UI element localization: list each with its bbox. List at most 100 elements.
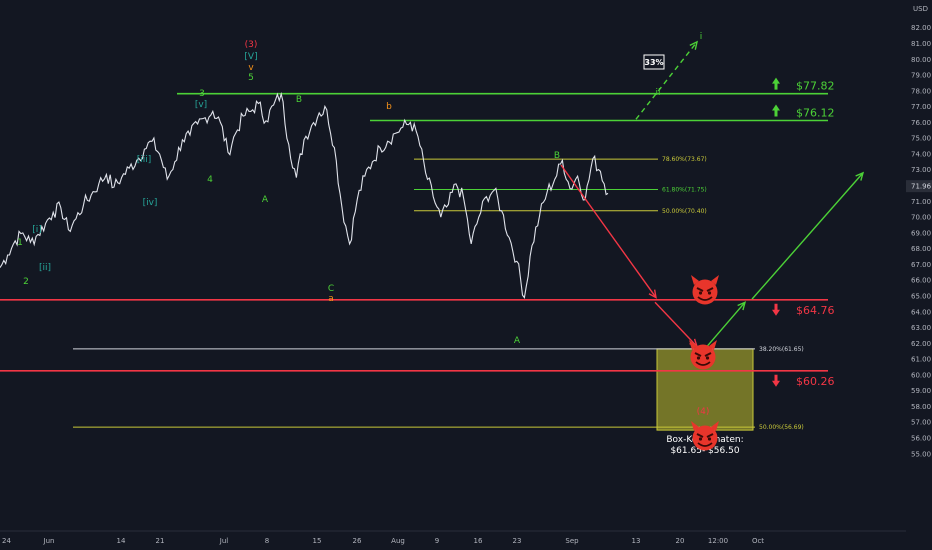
y-tick-label: 79.00 (911, 72, 931, 80)
arrow-up-icon (772, 77, 780, 90)
x-tick-label: Aug (391, 537, 405, 545)
last-price-label: 71.96 (911, 183, 932, 191)
projection-up-1-head (737, 301, 747, 311)
projection-up-2 (751, 172, 864, 300)
arrow-up-icon (772, 104, 780, 117)
y-tick-label: 77.00 (911, 103, 931, 111)
y-tick-label: 76.00 (911, 119, 931, 127)
x-tick-label: 24 (2, 537, 11, 545)
y-tick-label: 57.00 (911, 419, 931, 427)
x-tick-label: Jul (219, 537, 229, 545)
y-tick-label: 64.00 (911, 308, 931, 316)
projection-up-1 (706, 301, 746, 347)
wave-label: 3 (199, 89, 205, 99)
y-tick-label: 69.00 (911, 229, 931, 237)
wave-label: 5 (248, 73, 254, 83)
y-tick-label: 75.00 (911, 135, 931, 143)
y-tick-label: 60.00 (911, 371, 931, 379)
x-tick-label: Oct (752, 537, 764, 545)
wave-label: [v] (195, 100, 207, 110)
x-tick-label: 20 (676, 537, 685, 545)
devil-icon (689, 340, 717, 370)
breakout-pct-label: 33% (644, 58, 663, 67)
projection-breakout-head (689, 40, 698, 50)
y-tick-label: 59.00 (911, 387, 931, 395)
wave-label: (4) (697, 407, 710, 417)
y-tick-label: 67.00 (911, 261, 931, 269)
wave-label: b (386, 102, 392, 112)
level-label-green-upper: $77.82 (796, 80, 835, 93)
y-tick-label: 74.00 (911, 150, 931, 158)
wave-label: B (296, 95, 302, 105)
wave-label: 2 (23, 277, 29, 287)
arrow-down-icon (772, 303, 780, 316)
wave-label: A (262, 195, 269, 205)
x-tick-label: 15 (313, 537, 322, 545)
wave-label: 1 (17, 238, 23, 248)
x-tick-label: 14 (117, 537, 126, 545)
y-tick-label: 68.00 (911, 245, 931, 253)
fib-label: 38.20%(61.65) (759, 346, 804, 353)
y-axis-unit: USD (913, 5, 928, 13)
wave-label: ii (655, 88, 660, 98)
fib-label: 50.00%(56.69) (759, 424, 804, 431)
wave-label: C (328, 284, 334, 294)
devil-icon (691, 275, 719, 305)
y-tick-label: 65.00 (911, 292, 931, 300)
last-price-tag (906, 180, 932, 193)
projection-down-1-head (648, 289, 657, 299)
x-tick-label: Sep (565, 537, 579, 545)
level-label-red-upper: $64.76 (796, 304, 835, 317)
breakout-pct-box (643, 54, 665, 70)
projection-down-2 (654, 301, 698, 347)
level-label-green-lower: $76.12 (796, 107, 835, 120)
y-tick-label: 62.00 (911, 340, 931, 348)
y-tick-label: 55.00 (911, 450, 931, 458)
wave-label: [ii] (39, 263, 51, 273)
wave-label: [iii] (137, 155, 152, 165)
projection-breakout (635, 41, 698, 120)
y-tick-label: 81.00 (911, 40, 931, 48)
y-tick-label: 78.00 (911, 87, 931, 95)
x-tick-label: 12:00 (708, 537, 728, 545)
wave-label: (3) (245, 40, 258, 50)
wave-label: 4 (207, 175, 213, 185)
x-tick-label: 26 (353, 537, 362, 545)
y-tick-label: 71.00 (911, 198, 931, 206)
x-tick-label: 9 (435, 537, 439, 545)
y-tick-label: 80.00 (911, 56, 931, 64)
wave-label: i (700, 32, 703, 42)
wave-label: [V] (244, 52, 257, 62)
y-tick-label: 58.00 (911, 403, 931, 411)
wave-label: A (514, 336, 521, 346)
y-tick-label: 82.00 (911, 24, 931, 32)
wave-label: B (554, 151, 560, 161)
y-tick-label: 61.00 (911, 356, 931, 364)
fib-label: 61.80%(71.75) (662, 186, 707, 193)
y-tick-label: 73.00 (911, 166, 931, 174)
x-tick-label: 13 (632, 537, 641, 545)
price-line (0, 91, 609, 299)
box-caption-line2: $61.65- $56.50 (670, 446, 739, 456)
wave-label: a (328, 294, 334, 304)
y-tick-label: 66.00 (911, 277, 931, 285)
x-tick-label: 23 (513, 537, 522, 545)
x-tick-label: 16 (474, 537, 483, 545)
devil-icon (691, 421, 719, 451)
fib-label: 50.00%(70.40) (662, 208, 707, 215)
x-tick-label: 8 (265, 537, 269, 545)
wave-label: v (248, 63, 254, 73)
level-label-red-lower: $60.26 (796, 375, 835, 388)
y-tick-label: 63.00 (911, 324, 931, 332)
x-tick-label: Jun (43, 537, 55, 545)
arrow-down-icon (772, 374, 780, 387)
x-tick-label: 21 (156, 537, 165, 545)
y-tick-label: 70.00 (911, 214, 931, 222)
projection-up-2-head (855, 171, 865, 181)
y-tick-label: 56.00 (911, 435, 931, 443)
wave-label: [iv] (143, 198, 158, 208)
wave-label: [i] (32, 225, 42, 235)
fib-label: 78.60%(73.67) (662, 156, 707, 163)
